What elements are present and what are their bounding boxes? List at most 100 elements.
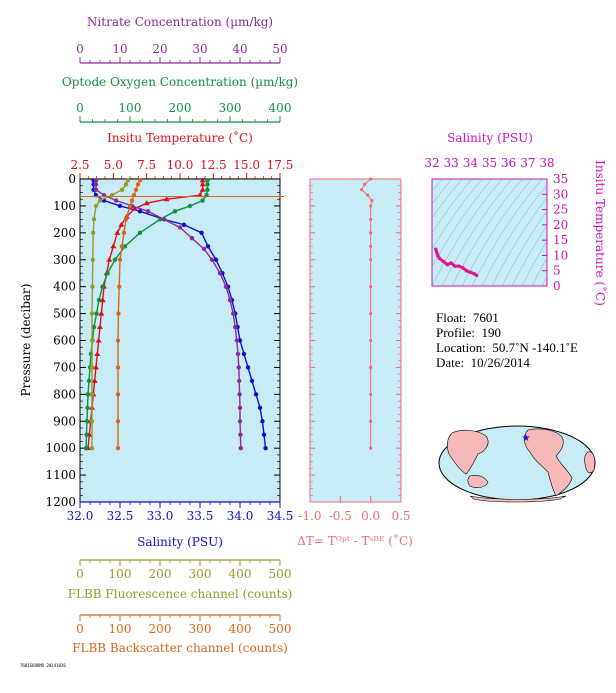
point-nitrate: [233, 324, 238, 330]
point-backscatter: [119, 244, 125, 249]
point-oxygen: [83, 445, 89, 451]
point-salinity: [263, 445, 268, 451]
delta-t-point: [369, 177, 373, 181]
point-fluorescence: [89, 419, 95, 424]
float-label: Float:: [436, 310, 467, 325]
density-contour: [521, 240, 547, 286]
point-backscatter: [115, 419, 121, 424]
delta-t-axis-label: ΔT= Tᴼᵖᵗ - Tˢᴮᴱ (˚C): [297, 533, 413, 548]
pressure-axis: 0 100 200 300 400 500 600 700 800 900 1000 1100 1200: [45, 172, 280, 509]
density-contour: [451, 179, 523, 286]
fluorescence-tick-label: 500: [269, 567, 292, 581]
date-label: Date:: [436, 355, 465, 370]
location-label: Location:: [436, 340, 486, 355]
point-temperature: [143, 200, 150, 206]
point-fluorescence: [119, 187, 125, 192]
ts-temperature-axis-label: Insitu Temperature (˚C): [593, 160, 608, 306]
ts-series: [434, 247, 479, 278]
point-nitrate: [177, 225, 183, 230]
point-salinity: [237, 338, 243, 343]
point-nitrate: [238, 432, 243, 437]
point-oxygen: [85, 405, 90, 410]
oxygen-tick-label: 400: [269, 101, 292, 115]
point-temperature: [199, 177, 206, 183]
point-oxygen: [200, 198, 205, 203]
salinity-tick-label: 33.5: [187, 509, 214, 523]
point-temperature: [95, 337, 102, 343]
density-contour: [481, 184, 547, 286]
delta-t-point: [369, 244, 373, 248]
pressure-tick-label: 1100: [45, 468, 76, 482]
point-nitrate: [93, 182, 99, 187]
salinity-tick-label: 34.5: [267, 509, 294, 523]
point-salinity: [261, 432, 267, 437]
ts-point: [468, 270, 473, 275]
point-fluorescence: [91, 230, 96, 236]
point-backscatter: [129, 198, 135, 203]
footer-text: 7601SO8OMR 20141026: [20, 663, 66, 668]
density-contour: [441, 179, 513, 286]
point-nitrate: [234, 338, 239, 343]
point-salinity: [213, 257, 219, 262]
delta-t-point: [369, 419, 373, 423]
point-backscatter: [135, 182, 141, 187]
point-nitrate: [209, 257, 215, 262]
delta-t-point: [369, 446, 373, 450]
temperature-tick-label: 17.5: [267, 158, 294, 172]
nitrate-tick-label: 10: [112, 42, 127, 56]
ts-point: [460, 265, 465, 270]
ts-temperature-tick-label: 30: [553, 187, 568, 201]
delta-t-point: [369, 231, 373, 235]
point-backscatter: [115, 392, 121, 397]
pressure-tick-label: 1200: [45, 495, 76, 509]
point-temperature: [114, 229, 121, 235]
temperature-tick-label: 2.5: [70, 158, 89, 172]
map-antarctica: [469, 495, 567, 503]
temperature-axis: 2.5 5.0 7.5 10.0 12.5 15.0 17.5: [70, 158, 294, 180]
point-temperature: [110, 243, 117, 249]
float-info: Float: 7601 Profile: 190 Location: 50.7˚…: [436, 310, 578, 370]
fluorescence-tick-label: 200: [149, 567, 172, 581]
profile-row: Profile: 190: [436, 325, 578, 340]
point-nitrate: [223, 284, 229, 289]
density-contour: [432, 179, 443, 192]
delta-t-point: [369, 392, 373, 396]
oxygen-tick-label: 200: [169, 101, 192, 115]
ts-temperature-tick-label: 10: [553, 248, 568, 262]
point-temperature: [98, 310, 105, 316]
point-salinity: [205, 244, 211, 249]
point-oxygen: [187, 203, 193, 209]
point-salinity: [117, 203, 123, 209]
point-temperature: [199, 186, 206, 192]
point-oxygen: [205, 182, 210, 187]
point-salinity: [137, 209, 143, 214]
series-line-salinity: [92, 180, 267, 449]
point-fluorescence: [89, 365, 95, 370]
salinity-axis: 32.0 32.5 33.0 33.5 34.0 34.5: [67, 501, 294, 523]
pressure-tick-label: 1000: [45, 441, 76, 455]
float-row: Float: 7601: [436, 310, 578, 325]
nitrate-tick-label: 20: [152, 42, 167, 56]
ts-point: [449, 261, 453, 265]
delta-t-point: [363, 182, 367, 186]
density-contour: [432, 179, 493, 268]
density-contour: [432, 179, 483, 250]
delta-t-tick-label: -1.0: [298, 509, 321, 523]
backscatter-tick-label: 100: [109, 622, 132, 636]
backscatter-tick-label: 300: [189, 622, 212, 636]
pressure-tick-label: 200: [53, 226, 76, 240]
point-fluorescence: [93, 203, 99, 209]
density-contour: [432, 179, 473, 234]
ts-point: [445, 262, 450, 267]
point-oxygen: [96, 297, 102, 303]
delta-t-tick-label: 0.5: [391, 509, 410, 523]
point-salinity: [257, 405, 263, 410]
point-backscatter: [115, 338, 121, 343]
map-africa: [584, 451, 596, 474]
backscatter-axis-label: FLBB Backscatter channel (counts): [72, 641, 288, 655]
delta-t-tick-label: 0.0: [361, 509, 380, 523]
point-nitrate: [237, 405, 243, 410]
density-contour: [531, 257, 547, 286]
pressure-tick-label: 100: [53, 199, 76, 213]
